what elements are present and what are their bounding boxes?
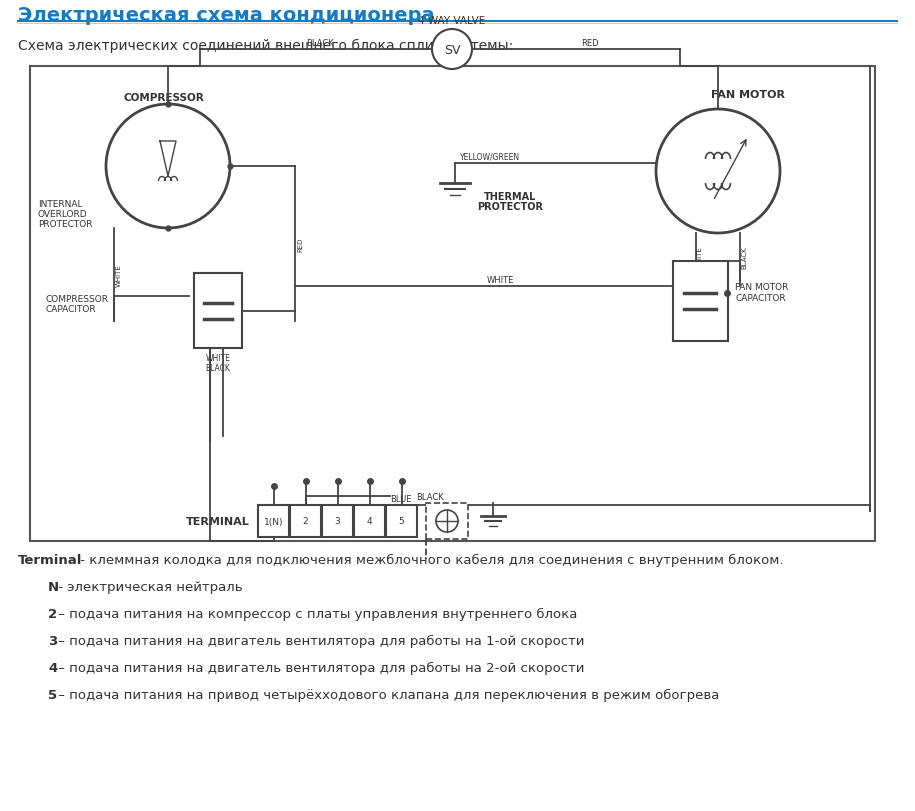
- Text: 4: 4: [367, 517, 372, 526]
- Text: 3: 3: [48, 634, 58, 647]
- Bar: [322, 505, 353, 538]
- Text: N: N: [48, 581, 59, 594]
- Text: 4: 4: [48, 661, 58, 674]
- Text: RED: RED: [297, 238, 303, 252]
- Text: 3: 3: [335, 517, 340, 526]
- Text: WHITE: WHITE: [697, 247, 703, 269]
- Text: WHITE: WHITE: [116, 264, 122, 287]
- Bar: [258, 505, 289, 538]
- Text: COMPRESSOR: COMPRESSOR: [123, 93, 204, 103]
- Text: 2: 2: [303, 517, 308, 526]
- Text: BLACK: BLACK: [741, 247, 747, 269]
- Text: Электрическая схема кондиционера: Электрическая схема кондиционера: [18, 6, 435, 25]
- Text: S: S: [221, 154, 228, 164]
- Bar: [30, 67, 875, 541]
- Circle shape: [436, 510, 458, 532]
- Text: THERMAL: THERMAL: [484, 191, 536, 202]
- Text: - клеммная колодка для подключения межблочного кабеля для соединения с внутренни: - клеммная колодка для подключения межбл…: [76, 553, 783, 566]
- Text: 4 WAY VALVE: 4 WAY VALVE: [418, 16, 486, 26]
- Text: CAPACITOR: CAPACITOR: [735, 294, 786, 303]
- Text: – подача питания на двигатель вентилятора для работы на 2-ой скорости: – подача питания на двигатель вентилятор…: [54, 661, 585, 674]
- Text: RED: RED: [581, 39, 598, 48]
- Text: – подача питания на двигатель вентилятора для работы на 1-ой скорости: – подача питания на двигатель вентилятор…: [54, 634, 585, 647]
- Text: PROTECTOR: PROTECTOR: [477, 202, 543, 212]
- Text: CAPACITOR: CAPACITOR: [45, 305, 96, 314]
- Text: FAN MOTOR: FAN MOTOR: [711, 90, 785, 100]
- Text: COMPRESSOR: COMPRESSOR: [45, 294, 108, 303]
- Text: FAN MOTOR: FAN MOTOR: [735, 283, 789, 292]
- Text: Схема электрических соединений внешнего блока сплит системы:: Схема электрических соединений внешнего …: [18, 39, 513, 53]
- Bar: [354, 505, 385, 538]
- Text: WHITE: WHITE: [486, 276, 513, 285]
- Text: BLUE: BLUE: [390, 495, 412, 504]
- Text: BLACK: BLACK: [206, 363, 231, 372]
- Text: 1(N): 1(N): [264, 517, 284, 526]
- Circle shape: [106, 105, 230, 229]
- Text: BLACK: BLACK: [416, 492, 444, 501]
- Bar: [673, 262, 728, 341]
- Text: R: R: [173, 217, 180, 227]
- Text: C: C: [167, 107, 173, 117]
- Text: INTERNAL: INTERNAL: [38, 200, 82, 208]
- Circle shape: [432, 30, 472, 70]
- Text: Terminal: Terminal: [18, 553, 82, 566]
- Text: BLACK: BLACK: [307, 39, 334, 48]
- Text: PROTECTOR: PROTECTOR: [38, 220, 92, 229]
- Text: YELLOW/GREEN: YELLOW/GREEN: [460, 152, 520, 162]
- Circle shape: [656, 109, 780, 234]
- Bar: [194, 273, 242, 349]
- Text: – подача питания на компрессор с платы управления внутреннего блока: – подача питания на компрессор с платы у…: [54, 607, 577, 620]
- Text: 2: 2: [48, 607, 57, 620]
- Text: OVERLORD: OVERLORD: [38, 210, 88, 219]
- Text: 5: 5: [48, 689, 57, 702]
- Bar: [386, 505, 417, 538]
- Bar: [426, 504, 468, 539]
- Text: WHITE: WHITE: [206, 354, 231, 363]
- Text: 5: 5: [399, 517, 404, 526]
- Text: - электрическая нейтраль: - электрическая нейтраль: [54, 581, 242, 594]
- Bar: [290, 505, 321, 538]
- Text: – подача питания на привод четырёхходового клапана для переключения в режим обог: – подача питания на привод четырёхходово…: [54, 689, 719, 702]
- Text: SV: SV: [444, 44, 460, 57]
- Text: TERMINAL: TERMINAL: [187, 517, 250, 526]
